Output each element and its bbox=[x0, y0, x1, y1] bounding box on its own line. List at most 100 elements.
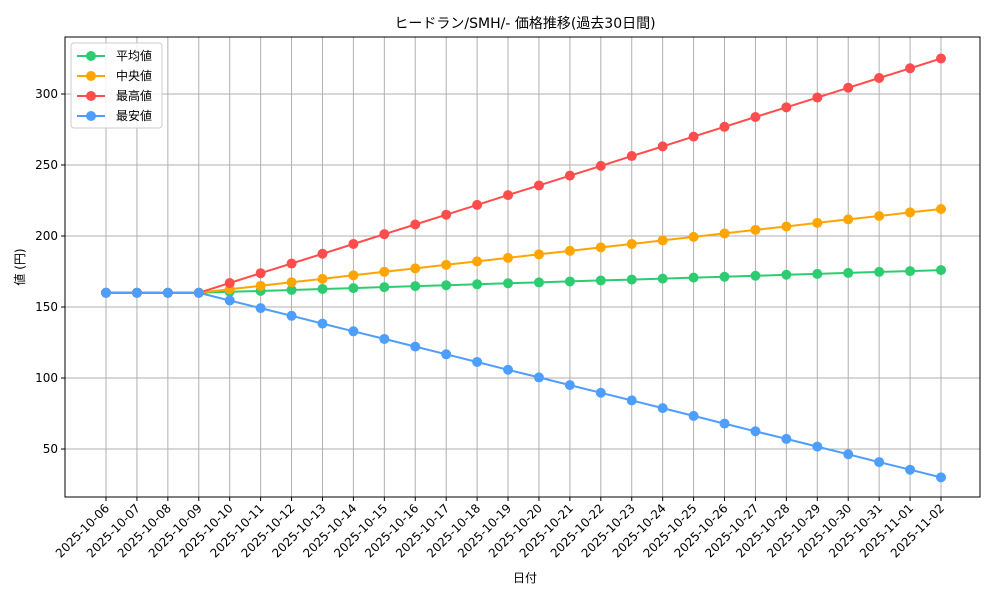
data-point bbox=[564, 245, 575, 256]
series-line bbox=[106, 208, 942, 294]
data-point bbox=[131, 287, 142, 298]
data-point bbox=[626, 238, 637, 249]
data-point bbox=[348, 326, 359, 337]
data-point bbox=[317, 248, 328, 259]
plot-frame bbox=[64, 36, 981, 498]
data-point bbox=[533, 180, 544, 191]
data-point bbox=[905, 266, 916, 277]
data-point bbox=[843, 449, 854, 460]
data-point bbox=[564, 276, 575, 287]
y-tick-label: 200 bbox=[35, 229, 58, 243]
data-point bbox=[688, 231, 699, 242]
data-point bbox=[101, 287, 111, 298]
data-point bbox=[936, 53, 946, 64]
legend-label: 平均値 bbox=[116, 48, 152, 63]
data-point bbox=[441, 259, 452, 270]
data-point bbox=[657, 273, 668, 284]
y-tick-label: 250 bbox=[35, 158, 58, 172]
series-lines bbox=[101, 53, 946, 483]
data-point bbox=[781, 269, 792, 280]
legend-swatch-marker bbox=[86, 71, 96, 81]
data-point bbox=[719, 228, 730, 239]
data-point bbox=[317, 273, 328, 284]
data-point bbox=[441, 349, 452, 360]
data-point bbox=[564, 380, 575, 391]
data-point bbox=[224, 278, 235, 289]
data-point bbox=[874, 72, 885, 83]
data-point bbox=[410, 219, 421, 230]
data-point bbox=[812, 92, 823, 103]
data-point bbox=[781, 102, 792, 113]
data-point bbox=[379, 266, 390, 277]
data-point bbox=[905, 464, 916, 475]
chart-title: ヒードラン/SMH/- 価格推移(過去30日間) bbox=[394, 16, 655, 32]
series-line bbox=[106, 57, 942, 294]
data-point bbox=[286, 277, 297, 288]
data-point bbox=[781, 221, 792, 232]
data-point bbox=[472, 199, 483, 210]
data-point bbox=[503, 278, 514, 289]
data-point bbox=[688, 131, 699, 142]
data-point bbox=[812, 217, 823, 228]
data-point bbox=[657, 235, 668, 246]
data-point bbox=[441, 209, 452, 220]
series-line bbox=[106, 269, 942, 294]
x-axis: 2025-10-062025-10-072025-10-082025-10-09… bbox=[53, 497, 947, 560]
data-point bbox=[255, 268, 266, 279]
data-point bbox=[410, 263, 421, 274]
data-point bbox=[564, 170, 575, 181]
legend-box bbox=[70, 42, 163, 129]
data-point bbox=[812, 268, 823, 279]
data-point bbox=[595, 275, 606, 286]
data-point bbox=[595, 242, 606, 253]
data-point bbox=[657, 403, 668, 414]
data-point bbox=[688, 272, 699, 283]
data-point bbox=[874, 266, 885, 277]
data-point bbox=[410, 341, 421, 352]
data-point bbox=[719, 418, 730, 429]
data-point bbox=[626, 274, 637, 285]
legend-swatch-marker bbox=[86, 111, 96, 121]
legend-swatch-marker bbox=[86, 51, 96, 61]
data-point bbox=[533, 372, 544, 383]
data-point bbox=[905, 207, 916, 218]
data-point bbox=[503, 252, 514, 263]
data-point bbox=[595, 387, 606, 398]
x-axis-label: 日付 bbox=[513, 571, 537, 585]
y-tick-label: 150 bbox=[35, 300, 58, 314]
data-point bbox=[750, 112, 761, 123]
data-point bbox=[286, 258, 297, 269]
data-point bbox=[348, 238, 359, 249]
data-point bbox=[472, 279, 483, 290]
data-point bbox=[750, 270, 761, 281]
data-point bbox=[843, 214, 854, 225]
data-point bbox=[379, 282, 390, 293]
data-point bbox=[193, 287, 204, 298]
data-point bbox=[472, 256, 483, 267]
data-point bbox=[812, 441, 823, 452]
data-point bbox=[286, 284, 297, 295]
data-point bbox=[317, 318, 328, 329]
legend-label: 最高値 bbox=[116, 88, 152, 103]
data-point bbox=[936, 472, 946, 483]
data-point bbox=[410, 281, 421, 292]
data-point bbox=[874, 457, 885, 468]
data-point bbox=[750, 426, 761, 437]
data-point bbox=[224, 295, 235, 306]
data-point bbox=[936, 204, 946, 215]
data-point bbox=[441, 280, 452, 291]
data-point bbox=[317, 283, 328, 294]
y-tick-label: 100 bbox=[35, 371, 58, 385]
data-point bbox=[348, 270, 359, 281]
series-line bbox=[106, 291, 942, 479]
grid-lines bbox=[65, 37, 980, 497]
data-point bbox=[162, 287, 173, 298]
data-point bbox=[379, 333, 390, 344]
series-2 bbox=[101, 53, 946, 298]
data-point bbox=[843, 267, 854, 278]
data-point bbox=[533, 249, 544, 260]
data-point bbox=[348, 283, 359, 294]
data-point bbox=[843, 82, 854, 93]
data-point bbox=[781, 433, 792, 444]
